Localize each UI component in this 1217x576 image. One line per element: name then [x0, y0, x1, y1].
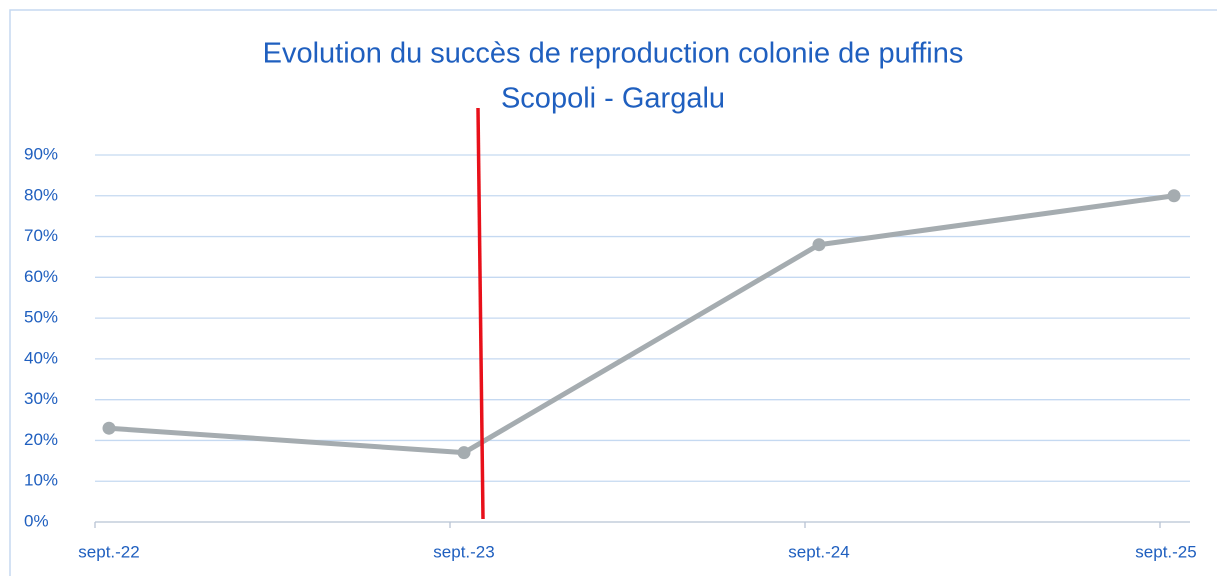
- y-tick-label: 90%: [24, 144, 58, 163]
- chart-title: Evolution du succès de reproduction colo…: [263, 38, 964, 70]
- plot-area: 0% 10% 20% 30% 40% 50% 60% 70% 80% 90% sept.-22 sep…: [24, 144, 1197, 561]
- annotation-line: [476, 107, 485, 520]
- data-point: [457, 446, 471, 460]
- y-tick-label: 40%: [24, 348, 58, 367]
- y-tick-label: 0%: [24, 511, 49, 530]
- x-tick-label: sept.-25: [1135, 542, 1196, 561]
- y-tick-label: 60%: [24, 267, 58, 286]
- y-tick-label: 10%: [24, 471, 58, 490]
- y-tick-label: 50%: [24, 308, 58, 327]
- data-point: [102, 421, 116, 435]
- chart-title: Scopoli - Gargalu: [501, 83, 725, 115]
- x-tick-label: sept.-24: [788, 542, 849, 561]
- x-tick-label: sept.-23: [433, 542, 494, 561]
- data-point: [812, 238, 826, 252]
- x-tick-label: sept.-22: [78, 542, 139, 561]
- y-tick-label: 20%: [24, 430, 58, 449]
- data-point: [1167, 189, 1181, 203]
- y-tick-label: 70%: [24, 226, 58, 245]
- series-line: [108, 193, 1175, 456]
- y-tick-label: 30%: [24, 389, 58, 408]
- y-tick-label: 80%: [24, 185, 58, 204]
